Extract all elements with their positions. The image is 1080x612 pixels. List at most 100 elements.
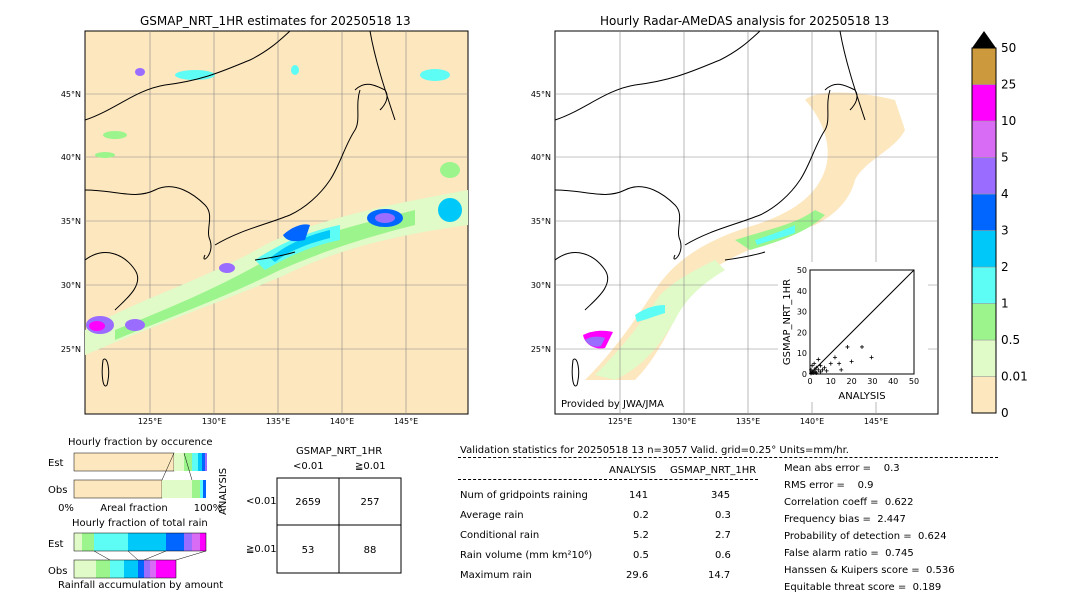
colorbar-box (971, 47, 997, 85)
obs-bar-segment (73, 479, 163, 499)
colorbar-label: 4 (1001, 187, 1009, 201)
colorbar-label: 25 (1001, 78, 1016, 92)
colorbar: 0 0.01 0.5 1 2 3 4 5 10 25 50 (971, 31, 1028, 420)
validation-row-analysis: 141 (629, 490, 649, 501)
score-line: Correlation coeff = 0.622 (784, 497, 914, 508)
scatter-point (812, 361, 817, 366)
lat-label: 40°N (531, 153, 551, 162)
est-bar-segment (202, 453, 205, 471)
colorbar-label: 0 (1001, 406, 1009, 420)
contingency-row-axis: ANALYSIS (218, 467, 229, 515)
score-line: RMS error = 0.9 (784, 480, 874, 491)
colorbar-label: 10 (1001, 114, 1016, 128)
scatter-point (849, 359, 854, 364)
scatter-point (818, 363, 823, 368)
colorbar-label: 2 (1001, 260, 1009, 274)
lat-label: 30°N (531, 281, 551, 290)
scatter-point (809, 367, 814, 372)
row-label-obs: Obs (48, 566, 67, 577)
colorbar-box (971, 376, 997, 414)
validation-row-gsmap: 14.7 (708, 570, 731, 581)
scatter-xtick: 50 (909, 377, 919, 386)
right-map-lon-labels: 125°E 130°E 135°E 140°E 145°E (608, 417, 888, 426)
obs-bar-segment (162, 480, 192, 498)
validation-row-analysis: 0.5 (633, 550, 649, 561)
contingency-row-label: ≧0.01 (246, 544, 277, 555)
validation-row-label: Num of gridpoints raining (460, 490, 588, 501)
fraction-total-title: Hourly fraction of total rain (72, 518, 208, 529)
col-gsmap-header: GSMAP_NRT_1HR (670, 465, 757, 476)
left-map-lat-labels: 45°N 40°N 35°N 30°N 25°N (61, 90, 81, 354)
scatter-xtick: 30 (867, 377, 877, 386)
scatter-ytick: 10 (797, 349, 807, 358)
score-line: Mean abs error = 0.3 (784, 463, 900, 474)
scatter-point (810, 363, 815, 368)
lon-label: 135°E (736, 417, 760, 426)
scatter-point (814, 370, 819, 375)
lon-label: 130°E (202, 417, 226, 426)
fraction-occurrence-title: Hourly fraction by occurence (68, 437, 213, 448)
scatter-xtick: 20 (847, 377, 857, 386)
right-map-rain (583, 92, 905, 380)
validation-row-label: Maximum rain (460, 570, 532, 581)
scatter-point (824, 368, 829, 373)
validation-row-gsmap: 345 (711, 490, 731, 501)
scatter-point (839, 367, 844, 372)
scatter-point (860, 344, 864, 349)
scatter-ytick: 20 (797, 328, 807, 337)
colorbar-box (971, 266, 997, 304)
left-map-rain (85, 65, 468, 355)
right-map-coastline (554, 30, 866, 387)
lon-label: 130°E (672, 417, 696, 426)
fraction-total-chart: Est Obs (48, 532, 207, 579)
colorbar-box (971, 193, 997, 231)
fraction-total-footer: Rainfall accumulation by amount (58, 580, 224, 591)
score-line: Probability of detection = 0.624 (784, 531, 947, 542)
validation-row-gsmap: 0.6 (715, 550, 731, 561)
colorbar-box (971, 157, 997, 195)
scatter-point (816, 367, 821, 372)
scatter-xtick: 0 (807, 377, 812, 386)
scatter-point (845, 344, 850, 349)
row-label-est: Est (48, 539, 64, 550)
est-bar-segment (184, 453, 192, 471)
contingency-cell: 53 (302, 545, 315, 556)
scatter-point (816, 357, 821, 362)
est-bar-segment (192, 453, 198, 471)
colorbar-arrow (972, 31, 996, 48)
left-map: 45°N 40°N 35°N 30°N 25°N 125°E 130°E 135… (61, 30, 469, 426)
lat-label: 35°N (531, 217, 551, 226)
scatter-point (837, 361, 842, 366)
scatter-xlabel: ANALYSIS (838, 391, 885, 402)
scatter-xtick: 10 (826, 377, 836, 386)
est-bar-segment (198, 453, 202, 471)
contingency-grid: 2659 257 53 88 (276, 477, 402, 574)
colorbar-box (971, 120, 997, 158)
lon-label: 145°E (394, 417, 418, 426)
obs-bar-segment (203, 480, 206, 498)
score-line: Hanssen & Kuipers score = 0.536 (784, 565, 955, 576)
colorbar-label: 0.01 (1001, 370, 1028, 384)
colorbar-label: 3 (1001, 224, 1009, 238)
scatter-ytick: 0 (802, 370, 807, 379)
colorbar-label: 5 (1001, 151, 1009, 165)
lat-label: 40°N (61, 153, 81, 162)
axis-right-label: 100% (194, 503, 223, 514)
scatter-xtick: 40 (888, 377, 898, 386)
scatter-ylabel: GSMAP_NRT_1HR (782, 279, 793, 365)
validation-row-analysis: 29.6 (626, 570, 649, 581)
colorbar-label: 1 (1001, 297, 1009, 311)
lon-label: 125°E (608, 417, 632, 426)
validation-row-gsmap: 2.7 (715, 530, 731, 541)
lon-label: 140°E (330, 417, 354, 426)
est-bar-segment (205, 453, 207, 471)
fraction-occurrence-chart: Est Obs 0% Areal fraction 100% (48, 452, 223, 514)
validation-row-analysis: 0.2 (633, 510, 649, 521)
colorbar-box (971, 230, 997, 268)
est-bar-segment (73, 452, 175, 472)
colorbar-label: 50 (1001, 41, 1016, 55)
axis-mid-label: Areal fraction (100, 503, 167, 514)
scatter-plot: 00 10 10 20 20 30 30 40 40 50 50 ANALYSIS GSMAP_NR… (778, 262, 928, 402)
scatter-point (828, 361, 833, 366)
colorbar-box (971, 339, 997, 377)
